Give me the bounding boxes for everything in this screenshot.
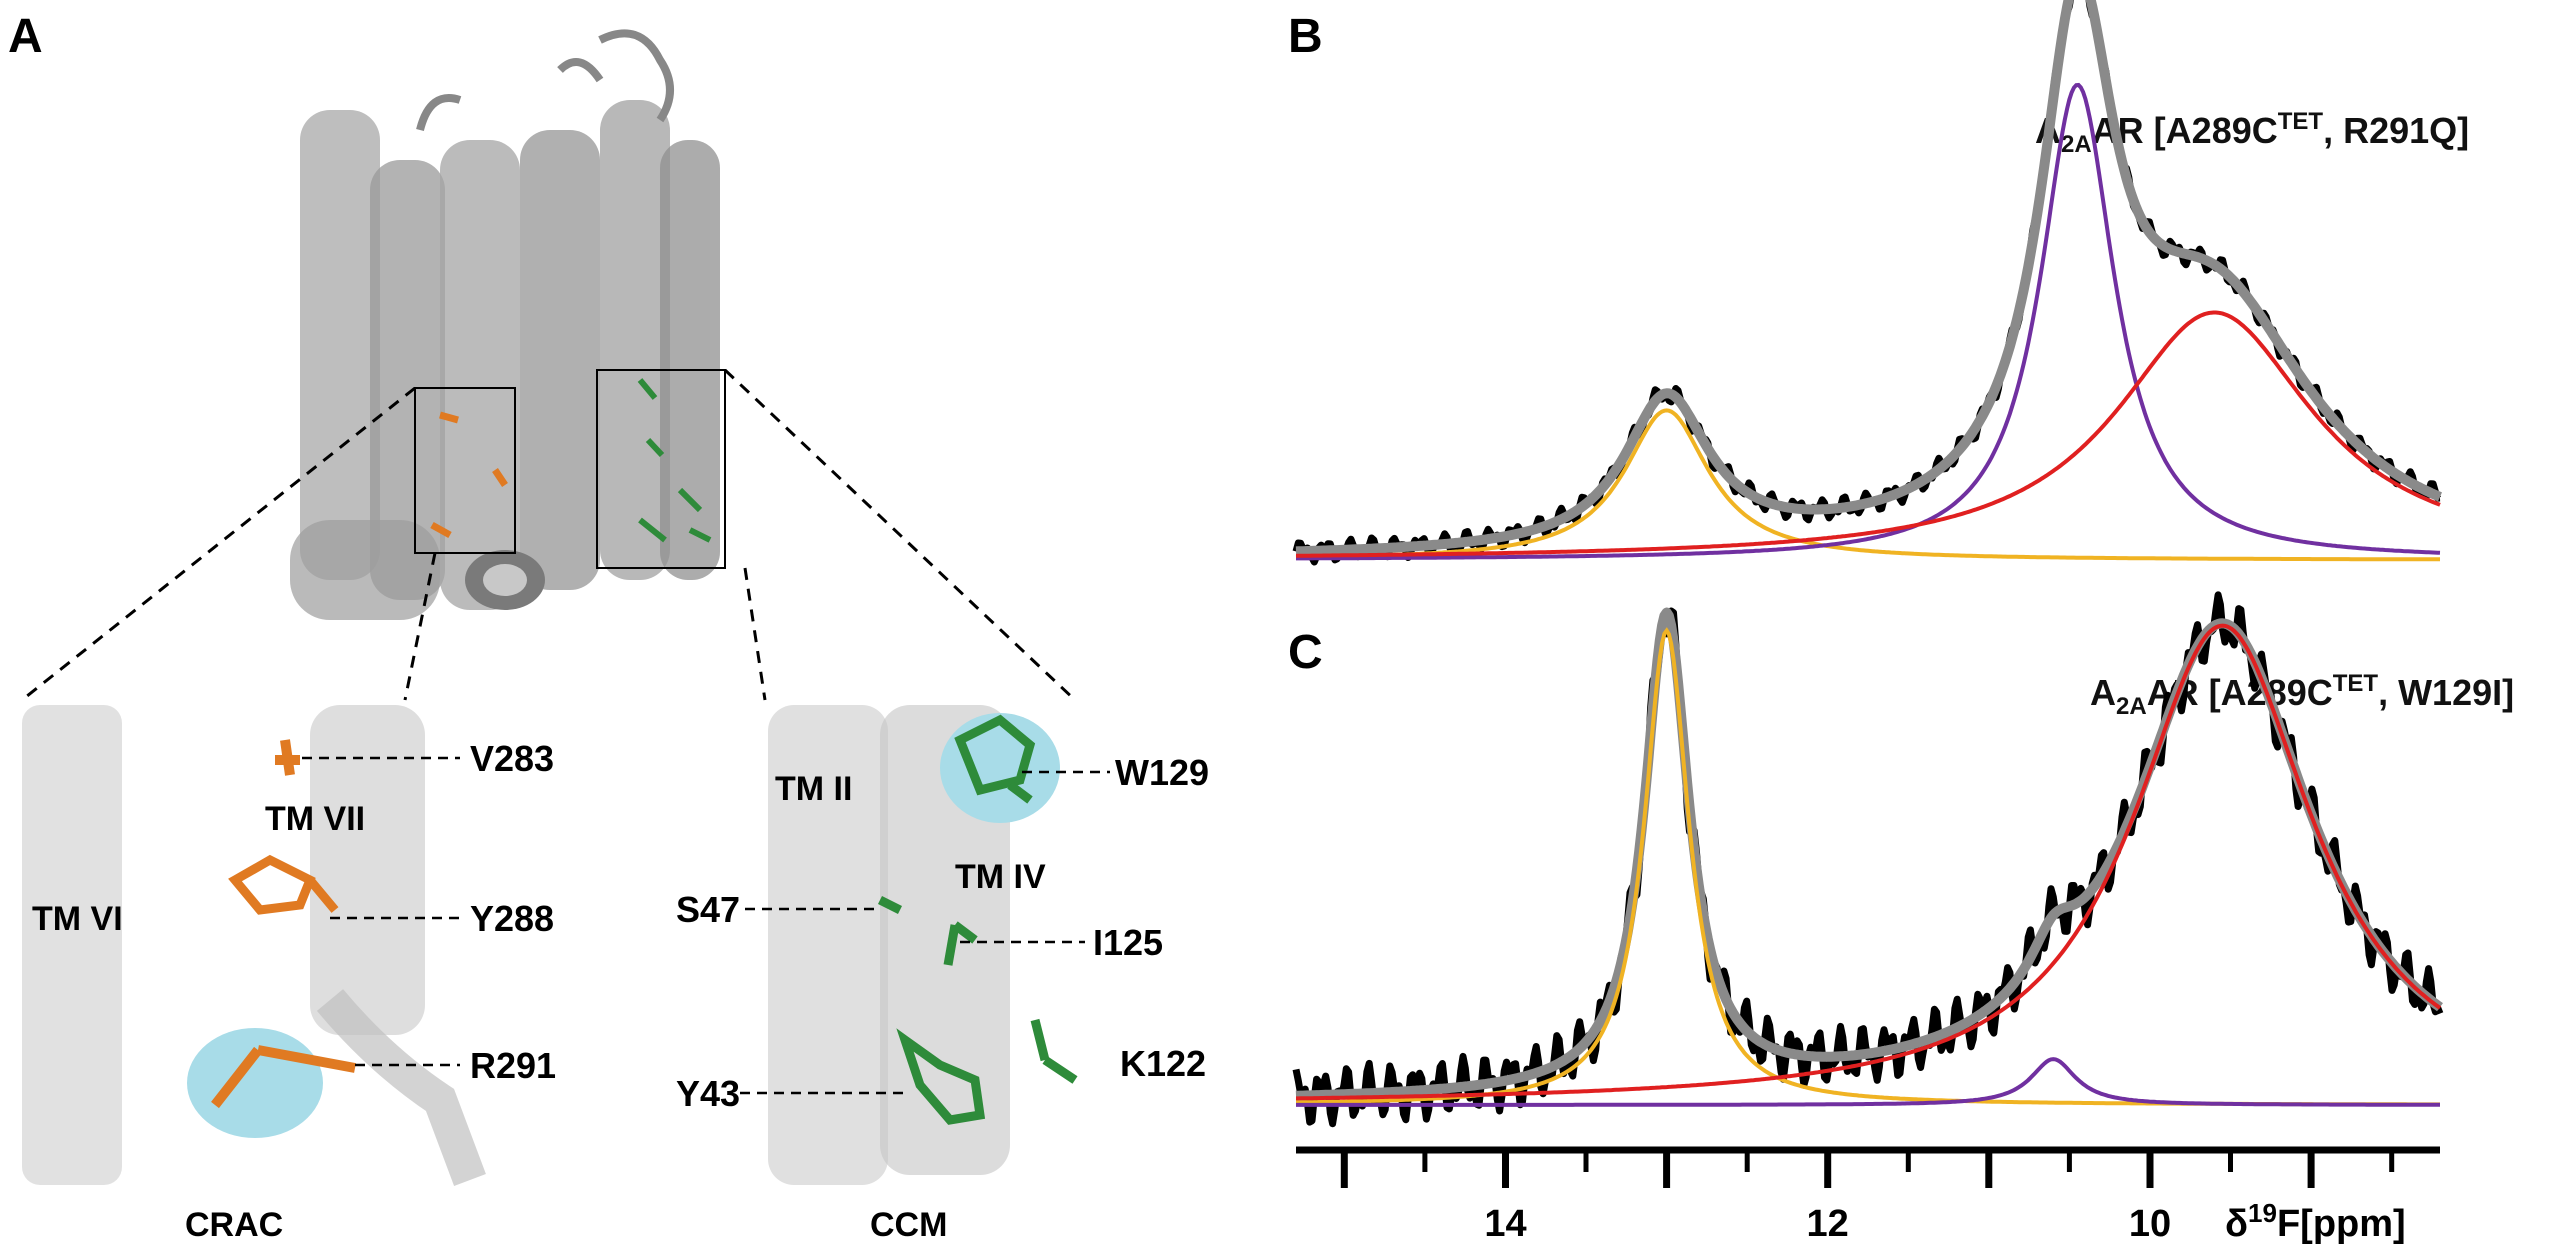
residue-label-y288: Y288 — [470, 898, 554, 939]
x-tick-label-10: 10 — [2129, 1203, 2171, 1245]
ccm-zoom-box — [596, 369, 726, 569]
ccm-leader-lines — [740, 770, 1110, 1095]
fit-component-b-2 — [1296, 82, 2441, 561]
crac-motif-label: CRAC — [185, 1206, 283, 1244]
panel-c-letter: C — [1288, 626, 1323, 679]
panel-b-letter: B — [1288, 10, 1323, 63]
x-tick-label-14: 14 — [1484, 1203, 1526, 1245]
ccm-helix-label-1: TM II — [775, 770, 852, 808]
crac-leader-lines — [302, 756, 460, 1067]
fit-component-b-3 — [1296, 310, 2441, 558]
residue-label-w129: W129 — [1115, 752, 1209, 793]
x-tick-label-12: 12 — [1807, 1203, 1849, 1245]
residue-label-r291: R291 — [470, 1045, 556, 1086]
crac-inset — [22, 705, 486, 1186]
fit-component-b-1 — [1295, 408, 2440, 562]
receptor-structure — [290, 29, 720, 620]
experimental-trace-b — [1292, 0, 2442, 566]
residue-label-y43: Y43 — [676, 1073, 740, 1114]
crac-helix-label-2: TM VII — [265, 800, 365, 838]
sum-fit-c — [1293, 607, 2443, 1101]
x-axis-label: δ19F[ppm] — [2225, 1198, 2406, 1245]
zoom-guides — [21, 368, 1077, 702]
r291-highlight — [187, 1028, 323, 1138]
spectrum-b — [1292, 0, 2443, 566]
ccm-inset — [768, 705, 1078, 1185]
panel-a-letter: A — [8, 10, 43, 63]
w129-highlight — [940, 713, 1060, 823]
residue-label-k122: K122 — [1120, 1043, 1206, 1084]
residue-label-v283: V283 — [470, 738, 554, 779]
spectrum-c — [1292, 591, 2444, 1128]
fit-component-c-2 — [1296, 1057, 2440, 1107]
x-axis: 14 12 10 δ19F[ppm] — [1296, 1146, 2440, 1245]
ccm-motif-label: CCM — [870, 1206, 947, 1244]
residue-label-s47: S47 — [676, 889, 740, 930]
residue-label-i125: I125 — [1093, 922, 1163, 963]
panel-b-sample-label: A2AAR [A289CTET, R291Q] — [2035, 108, 2469, 158]
crac-helix-label-1: TM VI — [32, 900, 123, 938]
fit-component-c-3 — [1296, 623, 2442, 1101]
sum-fit-b — [1293, 0, 2443, 557]
crac-zoom-box — [414, 387, 516, 554]
ccm-helix-label-2: TM IV — [955, 858, 1046, 896]
panel-c-sample-label: A2AAR [A289CTET, W129I] — [2090, 670, 2514, 720]
